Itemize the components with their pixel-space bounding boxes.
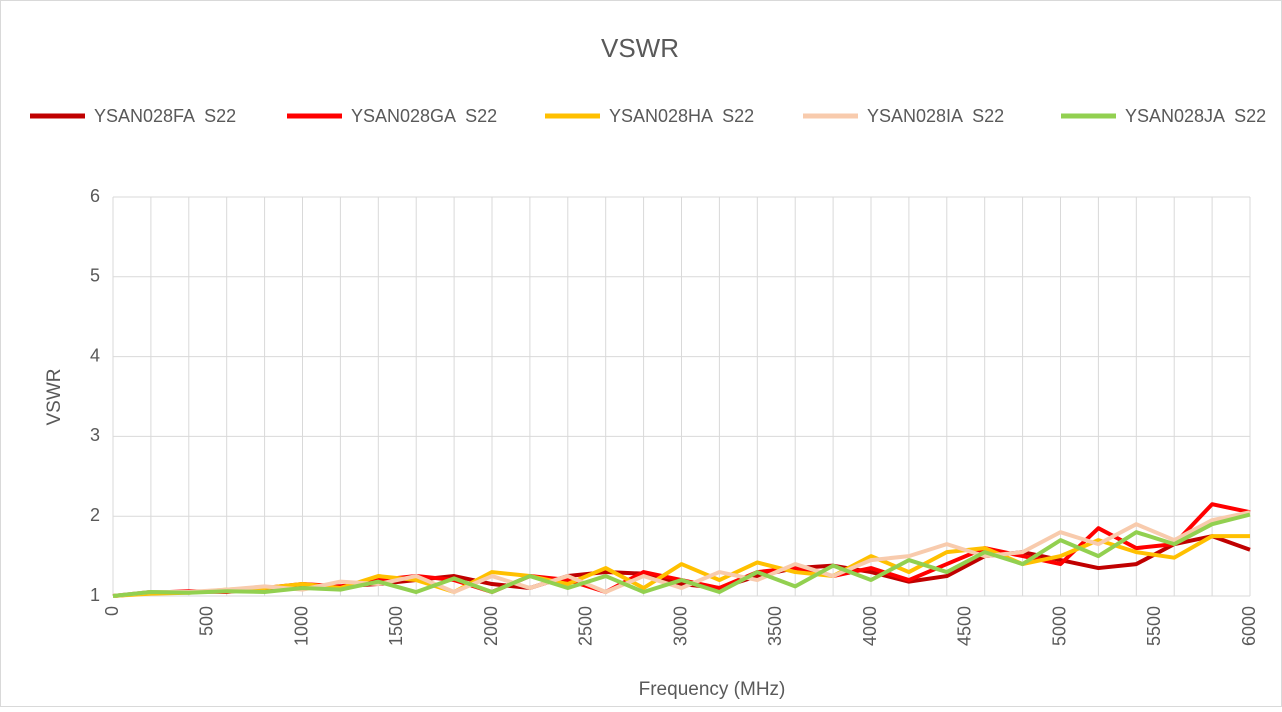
series-line [112,534,1250,598]
x-tick-label: 3500 [765,606,785,646]
x-tick-label: 5500 [1144,606,1164,646]
series-line [112,512,1251,598]
legend-label: YSAN028FA S22 [94,106,236,126]
y-tick-label: 1 [90,585,100,605]
x-tick-label: 4000 [860,606,880,646]
x-tick-label: 0 [102,606,122,616]
x-tick-label: 2500 [576,606,596,646]
y-tick-label: 3 [90,425,100,445]
x-tick-label: 1500 [386,606,406,646]
chart-title: VSWR [601,33,679,63]
x-tick-label: 500 [197,606,217,636]
x-tick-label: 2000 [481,606,501,646]
x-tick-label: 3000 [670,606,690,646]
legend-label: YSAN028IA S22 [867,106,1004,126]
legend-label: YSAN028HA S22 [609,106,754,126]
y-axis-title: VSWR [44,369,65,426]
legend-label: YSAN028GA S22 [351,106,497,126]
x-tick-label: 4500 [955,606,975,646]
y-tick-label: 5 [90,266,100,286]
x-axis-title: Frequency (MHz) [639,679,786,700]
y-tick-label: 2 [90,505,100,525]
x-tick-label: 1000 [291,606,311,646]
legend-label: YSAN028JA S22 [1125,106,1266,126]
y-tick-label: 4 [90,345,100,365]
x-tick-label: 5000 [1049,606,1069,646]
y-tick-label: 6 [90,186,100,206]
x-tick-label: 6000 [1239,606,1259,646]
